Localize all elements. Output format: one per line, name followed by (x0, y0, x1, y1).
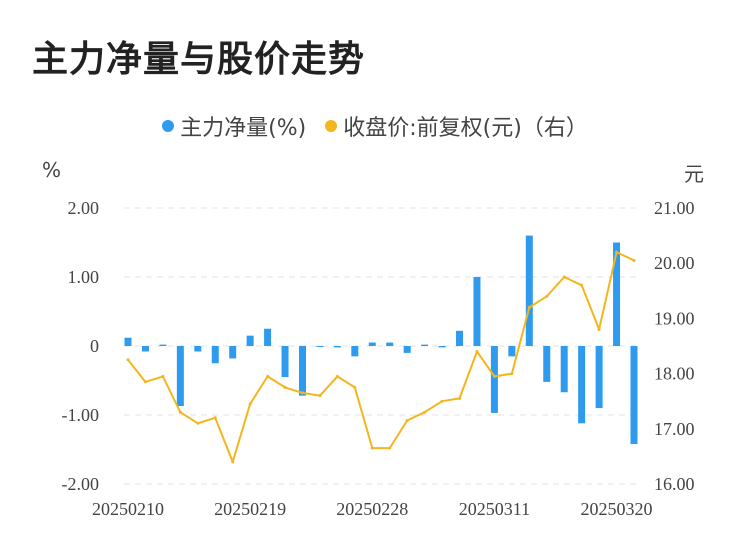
bar[interactable] (630, 346, 638, 444)
price-line[interactable] (127, 251, 635, 463)
bar[interactable] (159, 344, 167, 346)
price-point[interactable] (475, 350, 479, 354)
price-point[interactable] (196, 421, 200, 425)
bar[interactable] (613, 242, 621, 347)
legend-item-close-price[interactable]: 收盘价:前复权(元)（右） (325, 110, 588, 142)
bar[interactable] (141, 346, 149, 352)
price-point[interactable] (370, 446, 374, 450)
price-point[interactable] (458, 396, 462, 400)
price-point[interactable] (423, 410, 427, 414)
bar[interactable] (525, 235, 533, 346)
price-point[interactable] (283, 385, 287, 389)
left-tick-label: 2.00 (68, 198, 100, 218)
price-point[interactable] (300, 391, 304, 395)
legend: 主力净量(%) 收盘价:前复权(元)（右） (0, 110, 750, 142)
right-axis-unit: 元 (684, 162, 704, 186)
left-tick-label: -2.00 (62, 474, 100, 494)
bar[interactable] (316, 346, 324, 347)
price-point[interactable] (440, 399, 444, 403)
left-tick-label: 0 (90, 336, 99, 356)
price-point[interactable] (161, 374, 165, 378)
legend-dot-icon (162, 120, 175, 132)
price-point[interactable] (126, 358, 130, 362)
bar[interactable] (194, 346, 202, 352)
bar[interactable] (421, 344, 429, 346)
bar[interactable] (281, 346, 289, 378)
bar[interactable] (543, 346, 551, 382)
x-tick-label: 20250210 (92, 499, 164, 519)
left-axis-ticks: 2.00 1.00 0 -1.00 -2.00 (62, 198, 100, 494)
price-point[interactable] (248, 402, 252, 406)
bar-series (124, 235, 638, 444)
price-point[interactable] (353, 385, 357, 389)
bar[interactable] (490, 346, 498, 413)
price-point[interactable] (527, 305, 531, 309)
left-tick-label: 1.00 (68, 267, 100, 287)
bar[interactable] (456, 330, 464, 346)
legend-item-net-volume[interactable]: 主力净量(%) (162, 110, 306, 142)
right-tick-label: 17.00 (654, 419, 695, 439)
x-axis-ticks: 20250210 20250219 20250228 20250311 20250320 (92, 499, 653, 519)
bar[interactable] (351, 346, 359, 357)
bar[interactable] (298, 346, 306, 396)
price-point[interactable] (492, 374, 496, 378)
bar[interactable] (595, 346, 603, 409)
price-point[interactable] (318, 394, 322, 398)
bar[interactable] (333, 346, 341, 348)
left-axis-unit: % (42, 158, 62, 182)
bar[interactable] (124, 337, 132, 346)
price-point[interactable] (615, 250, 619, 254)
x-tick-label: 20250219 (214, 499, 286, 519)
price-point[interactable] (510, 372, 514, 376)
price-point[interactable] (266, 374, 270, 378)
price-point[interactable] (388, 446, 392, 450)
gridlines (124, 207, 638, 485)
bar[interactable] (386, 342, 394, 346)
price-point[interactable] (335, 374, 339, 378)
line-series (126, 250, 636, 464)
price-point[interactable] (178, 410, 182, 414)
bar[interactable] (264, 328, 272, 346)
x-tick-label: 20250320 (581, 499, 653, 519)
chart-title: 主力净量与股价走势 (32, 39, 366, 80)
legend-label-net-volume: 主力净量(%) (180, 116, 307, 141)
right-tick-label: 18.00 (654, 364, 695, 384)
x-tick-label: 20250228 (336, 499, 408, 519)
legend-label-close-price: 收盘价:前复权(元)（右） (343, 116, 588, 141)
right-tick-label: 21.00 (654, 198, 695, 218)
right-tick-label: 20.00 (654, 253, 695, 273)
price-point[interactable] (632, 258, 636, 262)
bar[interactable] (211, 346, 219, 364)
price-point[interactable] (597, 327, 601, 331)
bar[interactable] (368, 342, 376, 346)
price-point[interactable] (231, 460, 235, 464)
right-axis-ticks: 21.00 20.00 19.00 18.00 17.00 16.00 (654, 198, 695, 494)
price-point[interactable] (405, 419, 409, 423)
bar[interactable] (578, 346, 586, 424)
legend-dot-icon (325, 120, 338, 132)
price-point[interactable] (213, 416, 217, 420)
left-tick-label: -1.00 (62, 405, 100, 425)
bar[interactable] (508, 346, 516, 357)
bar[interactable] (438, 346, 446, 348)
right-tick-label: 16.00 (654, 474, 695, 494)
price-point[interactable] (580, 283, 584, 287)
bar[interactable] (403, 346, 411, 353)
bar[interactable] (473, 277, 481, 346)
price-point[interactable] (143, 380, 147, 384)
price-point[interactable] (545, 294, 549, 298)
bar[interactable] (246, 335, 254, 346)
right-tick-label: 19.00 (654, 308, 695, 328)
x-tick-label: 20250311 (459, 499, 530, 519)
bar[interactable] (560, 346, 568, 393)
price-point[interactable] (562, 275, 566, 279)
bar[interactable] (176, 346, 184, 407)
bar[interactable] (229, 346, 237, 359)
